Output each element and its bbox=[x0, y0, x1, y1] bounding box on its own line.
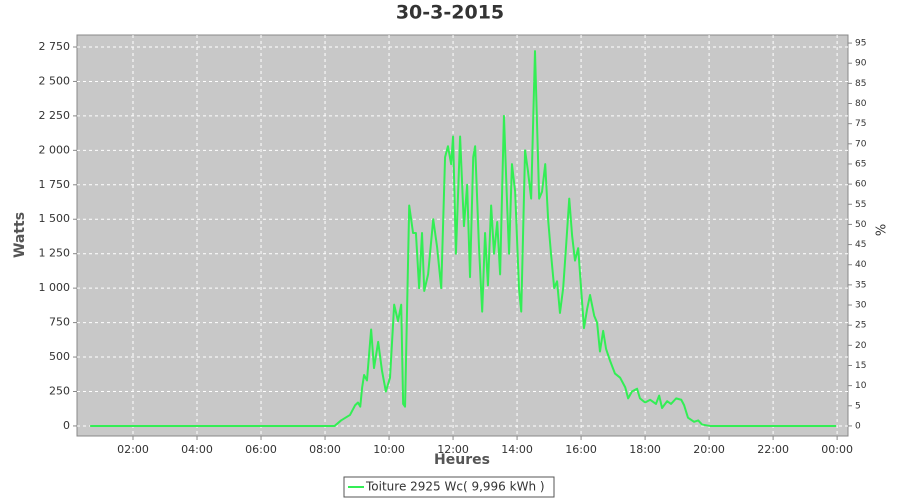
x-axis-label: Heures bbox=[434, 452, 490, 468]
legend-box bbox=[343, 476, 555, 498]
y2-tick-label: 55 bbox=[855, 200, 866, 210]
chart-title: 30-3-2015 bbox=[396, 2, 504, 24]
x-tick-label: 16:00 bbox=[565, 443, 597, 456]
y2-tick-label: 0 bbox=[855, 421, 861, 431]
y2-tick-label: 90 bbox=[855, 59, 867, 69]
data-line bbox=[90, 50, 837, 427]
y2-tick-label: 80 bbox=[855, 99, 867, 109]
y2-tick-label: 20 bbox=[855, 341, 867, 351]
y2-tick-label: 25 bbox=[855, 321, 866, 331]
y2-tick-label: 65 bbox=[855, 159, 866, 169]
y2-axis-label: % bbox=[875, 224, 890, 236]
y2-tick-label: 35 bbox=[855, 280, 866, 290]
y-tick-label: 500 bbox=[49, 350, 70, 363]
y-tick-label: 1 500 bbox=[39, 212, 71, 225]
y2-tick-label: 30 bbox=[855, 301, 867, 311]
y2-tick-label: 45 bbox=[855, 240, 866, 250]
x-tick-label: 08:00 bbox=[309, 443, 341, 456]
y2-tick-label: 10 bbox=[855, 381, 867, 391]
y2-tick-label: 75 bbox=[855, 119, 866, 129]
y-tick-label: 2 500 bbox=[39, 74, 71, 87]
x-tick-label: 10:00 bbox=[373, 443, 405, 456]
y2-tick-label: 85 bbox=[855, 79, 866, 89]
y-tick-label: 2 000 bbox=[39, 143, 71, 156]
y2-tick-label: 95 bbox=[855, 39, 866, 49]
x-tick-label: 14:00 bbox=[501, 443, 533, 456]
x-tick-label: 18:00 bbox=[629, 443, 661, 456]
y-tick-label: 1 000 bbox=[39, 281, 71, 294]
y-tick-label: 2 750 bbox=[39, 40, 71, 53]
plot-area bbox=[76, 34, 849, 437]
y2-tick-label: 50 bbox=[855, 220, 867, 230]
y2-tick-label: 60 bbox=[855, 180, 867, 190]
y-tick-label: 2 250 bbox=[39, 109, 71, 122]
y2-tick-label: 5 bbox=[855, 401, 861, 411]
x-tick-label: 00:00 bbox=[821, 443, 853, 456]
x-tick-label: 06:00 bbox=[245, 443, 277, 456]
x-tick-label: 04:00 bbox=[181, 443, 213, 456]
legend-label: Toiture 2925 Wc( 9,996 kWh ) bbox=[365, 480, 545, 494]
x-tick-label: 02:00 bbox=[117, 443, 149, 456]
x-tick-label: 12:00 bbox=[437, 443, 469, 456]
y2-tick-label: 40 bbox=[855, 260, 867, 270]
y-tick-label: 0 bbox=[63, 419, 70, 432]
y-tick-label: 750 bbox=[49, 316, 70, 329]
y-tick-label: 250 bbox=[49, 384, 70, 397]
x-tick-label: 20:00 bbox=[693, 443, 725, 456]
y-tick-label: 1 750 bbox=[39, 178, 71, 191]
x-tick-label: 22:00 bbox=[757, 443, 789, 456]
y-tick-label: 1 250 bbox=[39, 247, 71, 260]
y2-tick-label: 70 bbox=[855, 139, 867, 149]
y-axis-label: Watts bbox=[12, 212, 28, 258]
y2-tick-label: 15 bbox=[855, 361, 866, 371]
